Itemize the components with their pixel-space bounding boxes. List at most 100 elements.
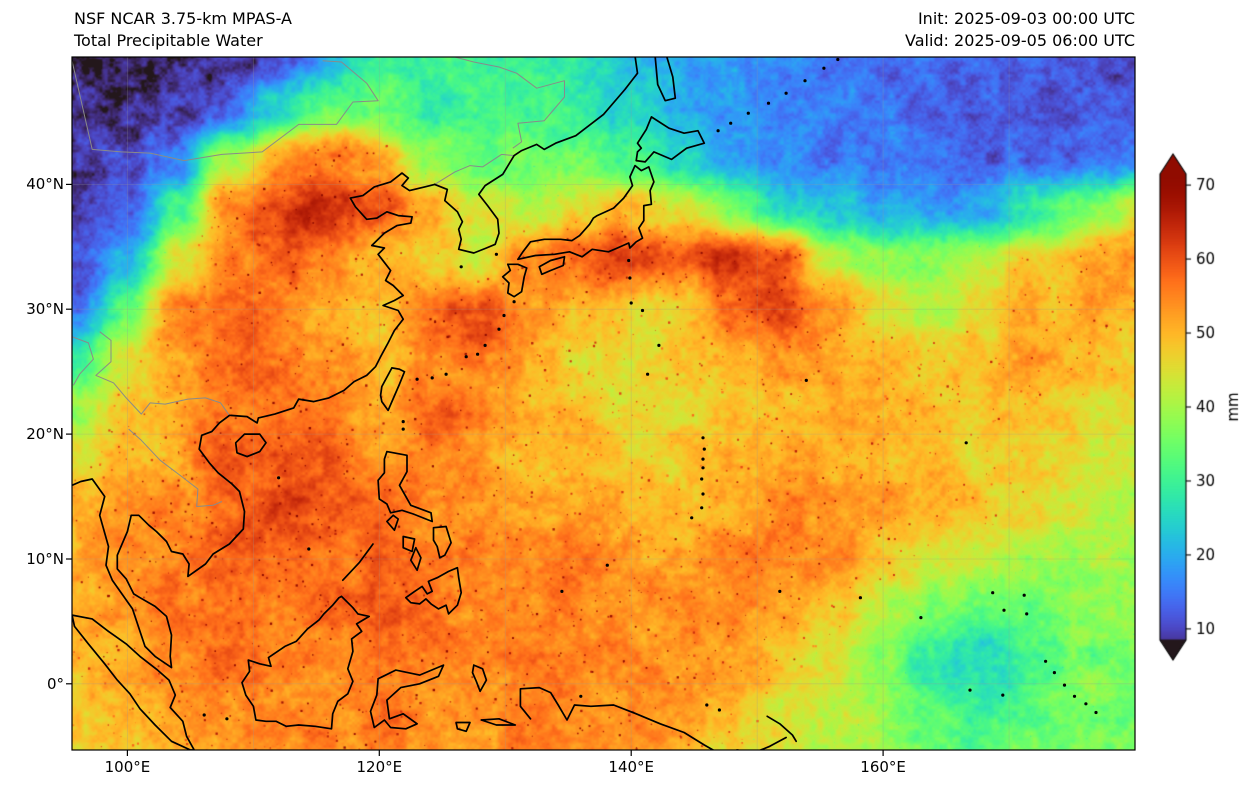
lat-tick-label: 0° — [46, 674, 64, 693]
coastline — [432, 525, 452, 559]
coastline — [654, 57, 677, 102]
island-dot — [640, 308, 645, 313]
map-frame — [71, 56, 1136, 751]
coastline — [635, 116, 706, 163]
country-border — [95, 331, 230, 416]
island-dot — [415, 377, 419, 381]
island-dot — [991, 591, 995, 595]
island-dot — [746, 111, 750, 115]
coastline — [517, 164, 655, 261]
island-dot — [430, 376, 434, 380]
coastline — [341, 543, 374, 582]
coastline — [455, 721, 471, 733]
island-dot — [401, 427, 405, 431]
country-border — [72, 336, 94, 386]
island-dot — [700, 477, 704, 481]
coastline — [766, 715, 798, 743]
island-dot — [701, 436, 705, 440]
model-title: NSF NCAR 3.75-km MPAS-A — [74, 9, 292, 28]
island-dot — [804, 378, 808, 382]
island-dot — [919, 616, 923, 620]
lon-tick-label: 160°E — [860, 758, 906, 776]
coastline — [433, 57, 639, 254]
lat-tick-label: 30°N — [26, 300, 64, 319]
island-dot — [225, 717, 229, 721]
island-dot — [1001, 693, 1005, 697]
island-dot — [690, 516, 694, 520]
country-border — [434, 153, 515, 185]
island-dot — [778, 589, 782, 594]
island-dot — [836, 57, 840, 62]
time-info-block: Init: 2025-09-03 00:00 UTC Valid: 2025-0… — [905, 8, 1135, 52]
coastline — [402, 535, 416, 553]
island-dot — [1084, 702, 1088, 706]
island-dot — [627, 258, 631, 263]
island-dot — [483, 343, 487, 347]
island-dot — [700, 506, 704, 510]
island-dot — [1025, 612, 1029, 616]
lon-tick-label: 100°E — [104, 758, 151, 776]
island-dot — [628, 276, 632, 280]
coastline — [409, 546, 422, 572]
colorbar — [1148, 148, 1248, 678]
coastline — [379, 367, 406, 412]
island-dot — [579, 694, 583, 698]
island-dot — [1022, 593, 1026, 597]
island-dot — [1002, 608, 1006, 612]
island-dot — [1062, 683, 1067, 687]
country-border — [454, 57, 565, 149]
tpw-field-canvas — [72, 57, 1135, 750]
island-dot — [766, 101, 771, 105]
island-dot — [307, 547, 311, 551]
coastline — [234, 433, 267, 458]
coastline — [369, 664, 445, 730]
country-border — [128, 428, 223, 507]
island-dot — [717, 708, 722, 712]
island-dot — [701, 466, 705, 470]
island-dot — [605, 563, 609, 567]
island-dot — [401, 420, 405, 424]
island-dot — [1044, 659, 1048, 663]
map-geo-layer — [72, 57, 1135, 750]
coastline — [471, 664, 488, 693]
island-dot — [716, 129, 720, 133]
lon-tick-label: 140°E — [608, 758, 655, 776]
island-dot — [702, 447, 706, 451]
island-dot — [277, 476, 281, 480]
island-dot — [1072, 694, 1077, 698]
product-title: Total Precipitable Water — [74, 31, 263, 50]
island-dot — [497, 327, 501, 331]
island-dot — [629, 301, 633, 305]
island-dot — [202, 713, 206, 717]
coastline — [501, 263, 528, 298]
island-dot — [560, 589, 564, 594]
island-dot — [502, 313, 506, 318]
lat-tick-label: 40°N — [26, 175, 64, 194]
island-dot — [701, 457, 705, 461]
coastline — [377, 450, 434, 523]
island-dot — [822, 66, 826, 70]
island-dot — [705, 703, 709, 707]
coastline — [72, 614, 196, 750]
init-time-label: Init: 2025-09-03 00:00 UTC — [917, 9, 1135, 28]
country-border — [72, 60, 379, 162]
coastline — [519, 686, 714, 750]
coastline — [241, 595, 371, 730]
island-dot — [701, 492, 705, 496]
plot-title-block: NSF NCAR 3.75-km MPAS-A Total Precipitab… — [74, 8, 292, 52]
coastline — [538, 255, 566, 276]
coastline — [404, 566, 463, 615]
island-dot — [444, 372, 448, 376]
island-dot — [476, 352, 480, 356]
island-dot — [729, 121, 733, 125]
island-dot — [657, 343, 661, 347]
valid-time-label: Valid: 2025-09-05 06:00 UTC — [904, 31, 1135, 50]
coastline — [229, 172, 436, 424]
lon-tick-label: 120°E — [356, 758, 403, 776]
island-dot — [803, 79, 807, 83]
coastline — [72, 414, 246, 669]
island-dot — [784, 91, 788, 95]
island-dot — [459, 265, 463, 269]
island-dot — [858, 596, 863, 600]
